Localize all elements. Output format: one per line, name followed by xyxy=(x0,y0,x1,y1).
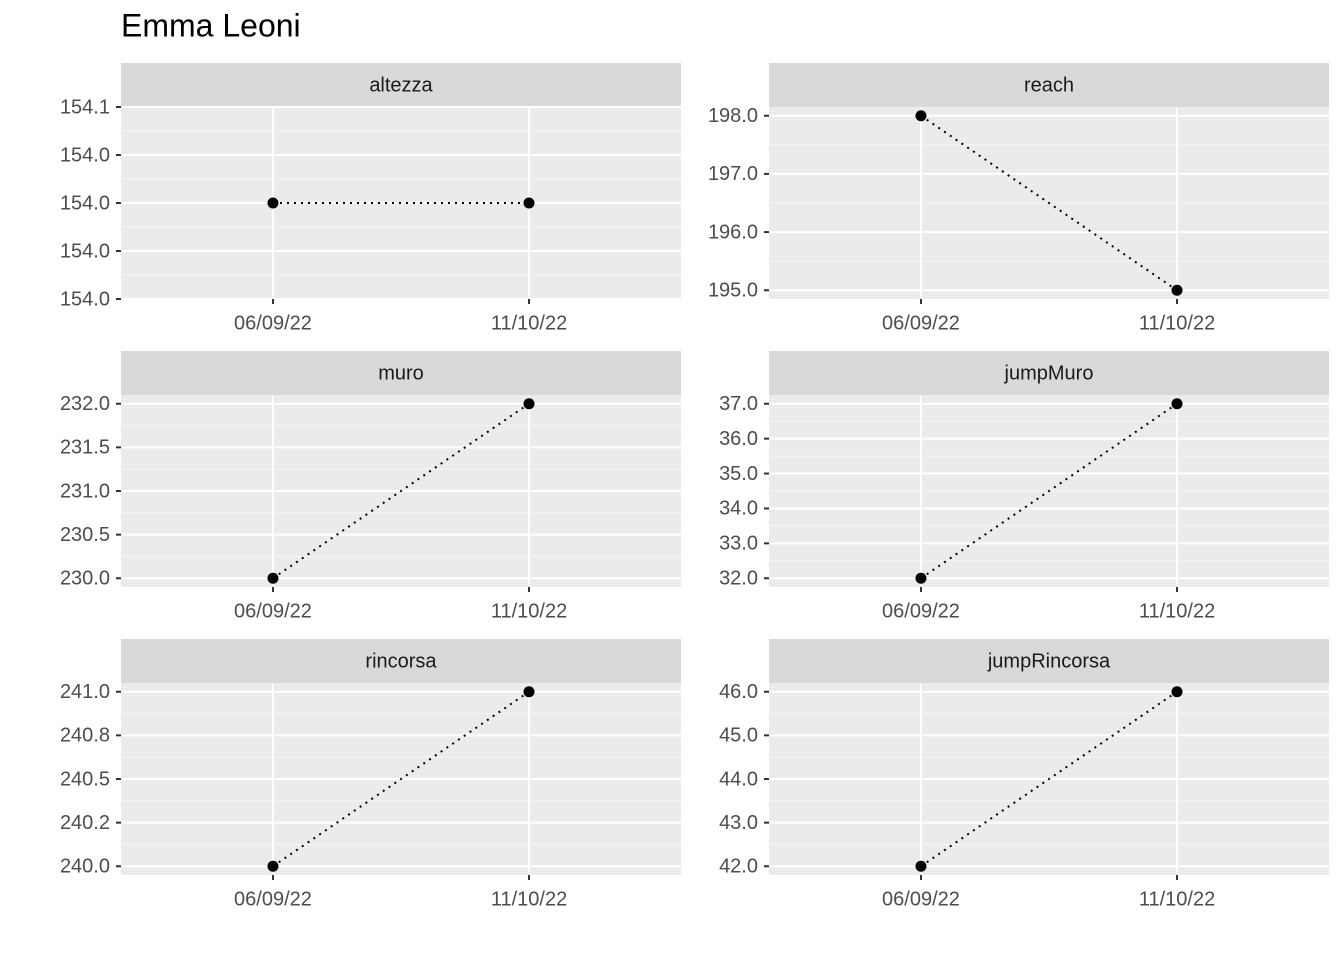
y-tick-label: 230.0 xyxy=(60,568,110,590)
point xyxy=(1171,686,1183,698)
y-tick-label: 34.0 xyxy=(719,498,758,520)
point xyxy=(915,860,927,872)
x-tick-label: 11/10/22 xyxy=(491,600,567,622)
y-tick-label: 240.0 xyxy=(60,856,110,878)
point xyxy=(1171,398,1183,410)
y-tick-label: 42.0 xyxy=(719,856,758,878)
chart-title: Emma Leoni xyxy=(121,7,301,43)
y-tick-label: 197.0 xyxy=(708,163,758,185)
point xyxy=(267,860,279,872)
y-tick-label: 32.0 xyxy=(719,568,758,590)
strip-background xyxy=(121,639,681,683)
y-tick-label: 43.0 xyxy=(719,812,758,834)
y-tick-label: 240.2 xyxy=(60,812,110,834)
strip-label: muro xyxy=(378,362,424,384)
y-tick-label: 35.0 xyxy=(719,463,758,485)
x-tick-label: 06/09/22 xyxy=(234,312,312,334)
y-tick-label: 37.0 xyxy=(719,393,758,415)
strip-background xyxy=(769,351,1329,395)
strip-background xyxy=(121,351,681,395)
y-tick-label: 46.0 xyxy=(719,681,758,703)
y-tick-label: 196.0 xyxy=(708,221,758,243)
strip-background xyxy=(121,63,681,107)
y-tick-label: 240.8 xyxy=(60,725,110,747)
x-tick-label: 06/09/22 xyxy=(882,888,960,910)
point xyxy=(915,572,927,584)
point xyxy=(1171,284,1183,296)
x-tick-label: 06/09/22 xyxy=(882,600,960,622)
x-tick-label: 11/10/22 xyxy=(1139,888,1215,910)
strip-label: altezza xyxy=(369,74,433,96)
y-tick-label: 240.5 xyxy=(60,768,110,790)
x-tick-label: 06/09/22 xyxy=(882,312,960,334)
x-tick-label: 11/10/22 xyxy=(1139,600,1215,622)
strip-background xyxy=(769,63,1329,107)
x-tick-label: 06/09/22 xyxy=(234,600,312,622)
y-tick-label: 231.0 xyxy=(60,480,110,502)
line xyxy=(920,402,1178,580)
line xyxy=(920,690,1178,868)
y-tick-label: 36.0 xyxy=(719,428,758,450)
y-tick-label: 230.5 xyxy=(60,524,110,546)
point xyxy=(267,197,279,209)
x-tick-label: 11/10/22 xyxy=(491,888,567,910)
x-tick-label: 06/09/22 xyxy=(234,888,312,910)
y-tick-label: 198.0 xyxy=(708,105,758,127)
y-tick-label: 154.0 xyxy=(60,144,110,166)
y-tick-label: 154.0 xyxy=(60,192,110,214)
y-tick-label: 45.0 xyxy=(719,725,758,747)
strip-label: rincorsa xyxy=(365,650,437,672)
line xyxy=(920,114,1178,292)
strip-background xyxy=(769,639,1329,683)
y-tick-label: 154.0 xyxy=(60,240,110,262)
point xyxy=(267,572,279,584)
strip-label: jumpMuro xyxy=(1004,362,1094,384)
line xyxy=(272,402,530,580)
y-tick-label: 232.0 xyxy=(60,393,110,415)
y-tick-label: 195.0 xyxy=(708,280,758,302)
y-tick-label: 33.0 xyxy=(719,533,758,555)
point xyxy=(523,686,535,698)
y-tick-label: 154.1 xyxy=(60,96,110,118)
x-tick-label: 11/10/22 xyxy=(1139,312,1215,334)
strip-label: reach xyxy=(1024,74,1074,96)
y-tick-label: 231.5 xyxy=(60,437,110,459)
y-tick-label: 241.0 xyxy=(60,681,110,703)
strip-label: jumpRincorsa xyxy=(987,650,1111,672)
y-tick-label: 44.0 xyxy=(719,768,758,790)
point xyxy=(523,398,535,410)
y-tick-label: 154.0 xyxy=(60,288,110,310)
point xyxy=(915,110,927,122)
point xyxy=(523,197,535,209)
x-tick-label: 11/10/22 xyxy=(491,312,567,334)
line xyxy=(272,690,530,868)
